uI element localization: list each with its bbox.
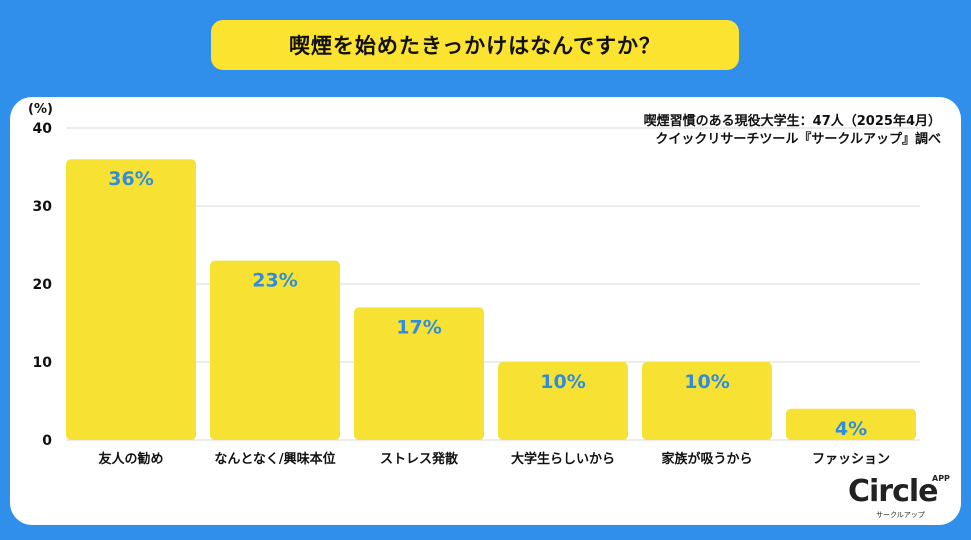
x-category-label: 大学生らしいから [511, 451, 615, 467]
y-tick-label: 0 [42, 433, 52, 449]
source-line-tool: クイックリサーチツール『サークルアップ』調べ [655, 132, 941, 147]
x-category-label: ファッション [812, 452, 890, 467]
circle-app-logo: Circle APP サークルアップ [848, 472, 950, 522]
bar [498, 362, 628, 440]
bar [786, 408, 916, 440]
y-tick-label: 30 [33, 199, 53, 215]
source-line-sample: 喫煙習慣のある現役大学生：47人（2025年4月） [643, 114, 941, 129]
logo-text: Circle [848, 474, 939, 509]
bar-value-label: 23% [252, 270, 297, 292]
source-note: 喫煙習慣のある現役大学生：47人（2025年4月） クイックリサーチツール『サー… [644, 113, 941, 149]
y-axis-unit-label: (%) [28, 102, 53, 117]
bar-value-label: 17% [396, 316, 441, 338]
x-category-label: ストレス発散 [380, 451, 459, 467]
bar [354, 307, 484, 440]
logo-app-text: APP [932, 474, 950, 483]
chart-title: 喫煙を始めたきっかけはなんですか？ [288, 34, 662, 58]
x-category-label: 家族が吸うから [661, 451, 752, 467]
bar [210, 260, 340, 440]
bar-value-label: 36% [108, 168, 153, 190]
y-tick-label: 20 [33, 277, 53, 293]
bar-value-label: 10% [540, 371, 585, 393]
bar-value-label: 4% [835, 418, 867, 440]
x-category-label: 友人の勧め [98, 451, 163, 467]
bar-value-label: 10% [684, 371, 729, 393]
logo-sub-text: サークルアップ [876, 511, 925, 519]
y-tick-label: 40 [33, 121, 53, 137]
bar [642, 362, 772, 440]
x-category-label: なんとなく/興味本位 [214, 451, 335, 467]
title-banner: 喫煙を始めたきっかけはなんですか？ [211, 20, 739, 70]
bar [66, 159, 196, 440]
y-tick-label: 10 [33, 355, 53, 371]
